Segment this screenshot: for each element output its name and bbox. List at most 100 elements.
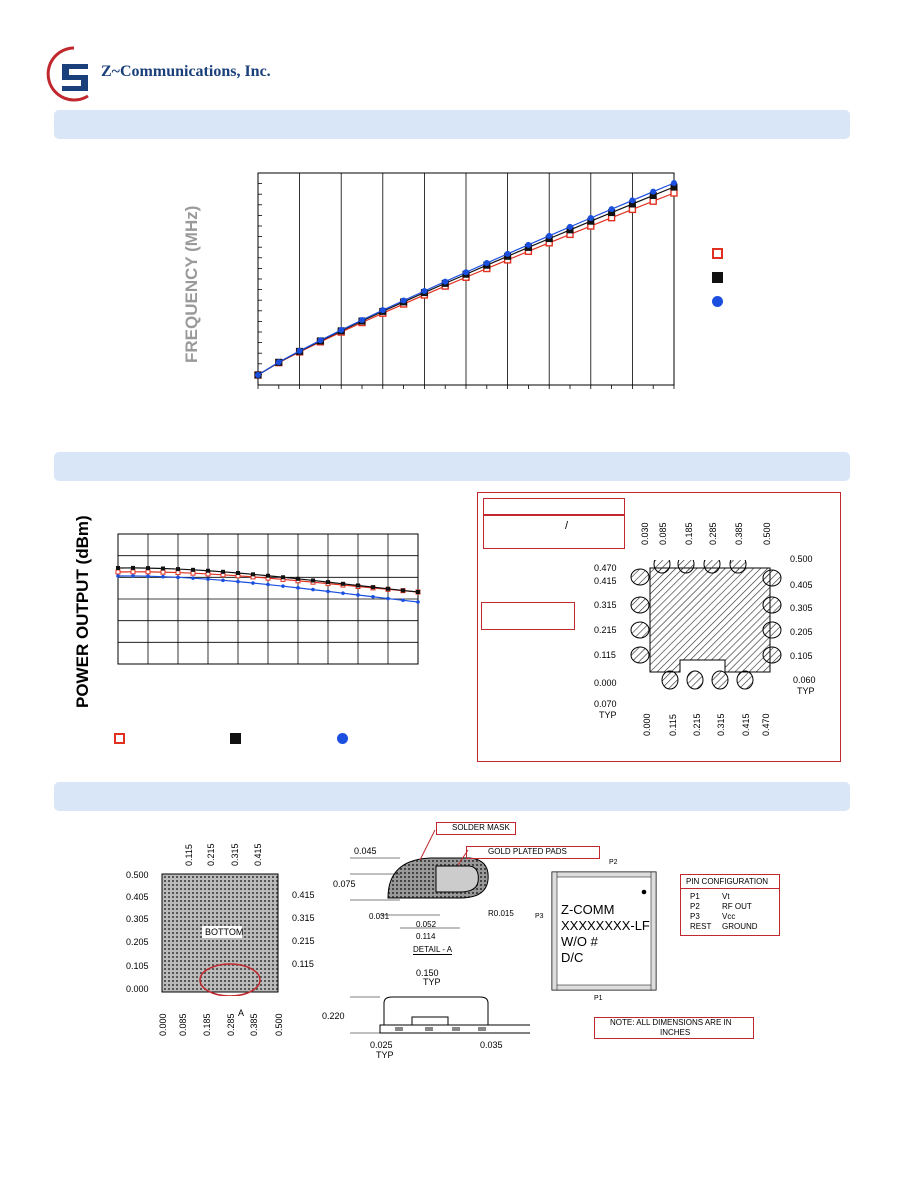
pin-row-0-fn: Vt: [722, 892, 730, 901]
company-name: Z~Communications, Inc.: [101, 63, 271, 80]
pin-row-0-pin: P1: [690, 892, 700, 901]
pad-right-label-5: 0.060: [793, 675, 816, 685]
note-box: [594, 1017, 754, 1039]
top-view-p3: P3: [535, 913, 544, 920]
pad-right-label-6: TYP: [797, 686, 815, 696]
legend-marker-red-square-2: [114, 733, 125, 744]
chart1-point: [421, 287, 428, 294]
chart2-point: [146, 574, 150, 578]
chart1-point: [379, 307, 386, 314]
chart2-point: [131, 574, 135, 578]
side-view-drawing: [350, 996, 530, 1034]
bv-bottom-label-1: 0.085: [178, 1013, 188, 1036]
chart1-point: [587, 215, 594, 222]
chart2-point: [130, 569, 136, 575]
detail-052: 0.052: [416, 920, 437, 929]
chart1-point: [338, 327, 345, 334]
legend-marker-black-square-2: [230, 733, 241, 744]
bv-left-label-5: 0.000: [126, 984, 149, 994]
chart1-y-axis-label: FREQUENCY (MHz): [182, 205, 201, 363]
chart2-point: [176, 575, 180, 580]
pin-row-1-pin: P2: [690, 902, 700, 911]
pad-top-label-4: 0.385: [734, 522, 744, 545]
chart2-point: [191, 576, 195, 580]
chart1-point: [483, 260, 490, 267]
pad-bottom-label-1: 0.115: [668, 714, 678, 736]
frequency-chart: [254, 172, 678, 389]
chart2-point: [160, 569, 166, 575]
pad-bottom-label-0: 0.000: [642, 713, 652, 736]
pin-row-2-pin: P3: [690, 912, 700, 921]
pad-right-label-2: 0.305: [790, 603, 813, 613]
top-view-p1: P1: [594, 995, 603, 1002]
detail-a-title: DETAIL - A: [413, 945, 453, 955]
pad-left-label-6: 0.070: [594, 699, 617, 709]
chart2-point: [251, 572, 255, 577]
pin-row-1-fn: RF OUT: [722, 902, 752, 911]
chart2-point: [116, 566, 120, 570]
pad-left-label-2: 0.315: [594, 600, 617, 610]
chart2-point: [161, 566, 165, 571]
detail-045: 0.045: [354, 846, 377, 856]
side-035: 0.035: [480, 1040, 503, 1050]
bottom-view-drawing: [161, 873, 279, 996]
chart2-point: [311, 578, 315, 583]
pin-row-2-fn: Vcc: [722, 912, 736, 921]
top-view-marking-1: Z-COMM: [561, 902, 615, 917]
bv-top-label-3: 0.415: [253, 843, 263, 866]
bv-right-label-1: 0.315: [292, 913, 315, 923]
bv-bottom-label-3: 0.285: [226, 1013, 236, 1036]
pad-top-label-3: 0.285: [708, 522, 718, 545]
bv-detail-marker: A: [238, 1008, 245, 1018]
chart1-point: [629, 197, 636, 204]
chart2-point: [176, 567, 180, 572]
chart1-point: [255, 372, 261, 378]
pad-right-label-1: 0.405: [790, 580, 813, 590]
pad-left-label-4: 0.115: [594, 650, 616, 660]
pad-right-label-0: 0.500: [790, 554, 813, 564]
chart2-point: [116, 574, 120, 578]
chart2-point: [401, 598, 405, 603]
legend-marker-blue-circle: [712, 296, 723, 307]
top-view-drawing: [551, 871, 657, 991]
chart2-point: [161, 574, 165, 579]
chart1-point: [442, 278, 449, 285]
side-typ: TYP: [423, 977, 441, 987]
chart1-point: [567, 223, 573, 230]
section-band-2: [54, 452, 850, 481]
side-025: 0.025: [370, 1040, 393, 1050]
chart1-point: [275, 359, 282, 366]
chart2-y-axis-label: POWER OUTPUT (dBm): [73, 515, 92, 708]
pad-right-label-4: 0.105: [790, 651, 813, 661]
chart1-point: [649, 197, 657, 205]
section-band-3: [54, 782, 850, 811]
chart2-point: [145, 569, 151, 575]
gold-pads-label: GOLD PLATED PADS: [488, 847, 567, 856]
chart2-point: [251, 581, 255, 585]
pad-layout-panel: [477, 492, 841, 762]
chart2-point: [221, 569, 225, 574]
pad-bottom-label-3: 0.315: [716, 713, 726, 736]
chart2-point: [371, 585, 375, 590]
pad-left-label-7: TYP: [599, 710, 617, 720]
chart1-point: [650, 188, 657, 195]
bv-right-label-3: 0.115: [292, 959, 314, 969]
chart2-point: [281, 575, 285, 580]
top-view-marking-4: D/C: [561, 950, 584, 965]
bv-right-label-2: 0.215: [292, 936, 315, 946]
chart1-point: [649, 191, 657, 199]
pad-layout-title-box: [483, 498, 625, 515]
pad-top-label-5: 0.500: [762, 522, 772, 545]
bv-left-label-3: 0.205: [126, 937, 149, 947]
chart2-point: [221, 578, 225, 583]
detail-a-drawing: [350, 829, 489, 929]
chart1-point: [504, 250, 511, 257]
solder-mask-label-box: [436, 822, 516, 835]
bv-left-label-4: 0.105: [126, 961, 149, 971]
pad-right-label-3: 0.205: [790, 627, 813, 637]
pad-left-label-1: 0.415: [594, 576, 617, 586]
chart2-point: [206, 577, 210, 581]
detail-r015: R0.015: [488, 909, 514, 918]
chart1-point: [670, 189, 678, 197]
legend-marker-blue-circle-2: [337, 733, 348, 744]
